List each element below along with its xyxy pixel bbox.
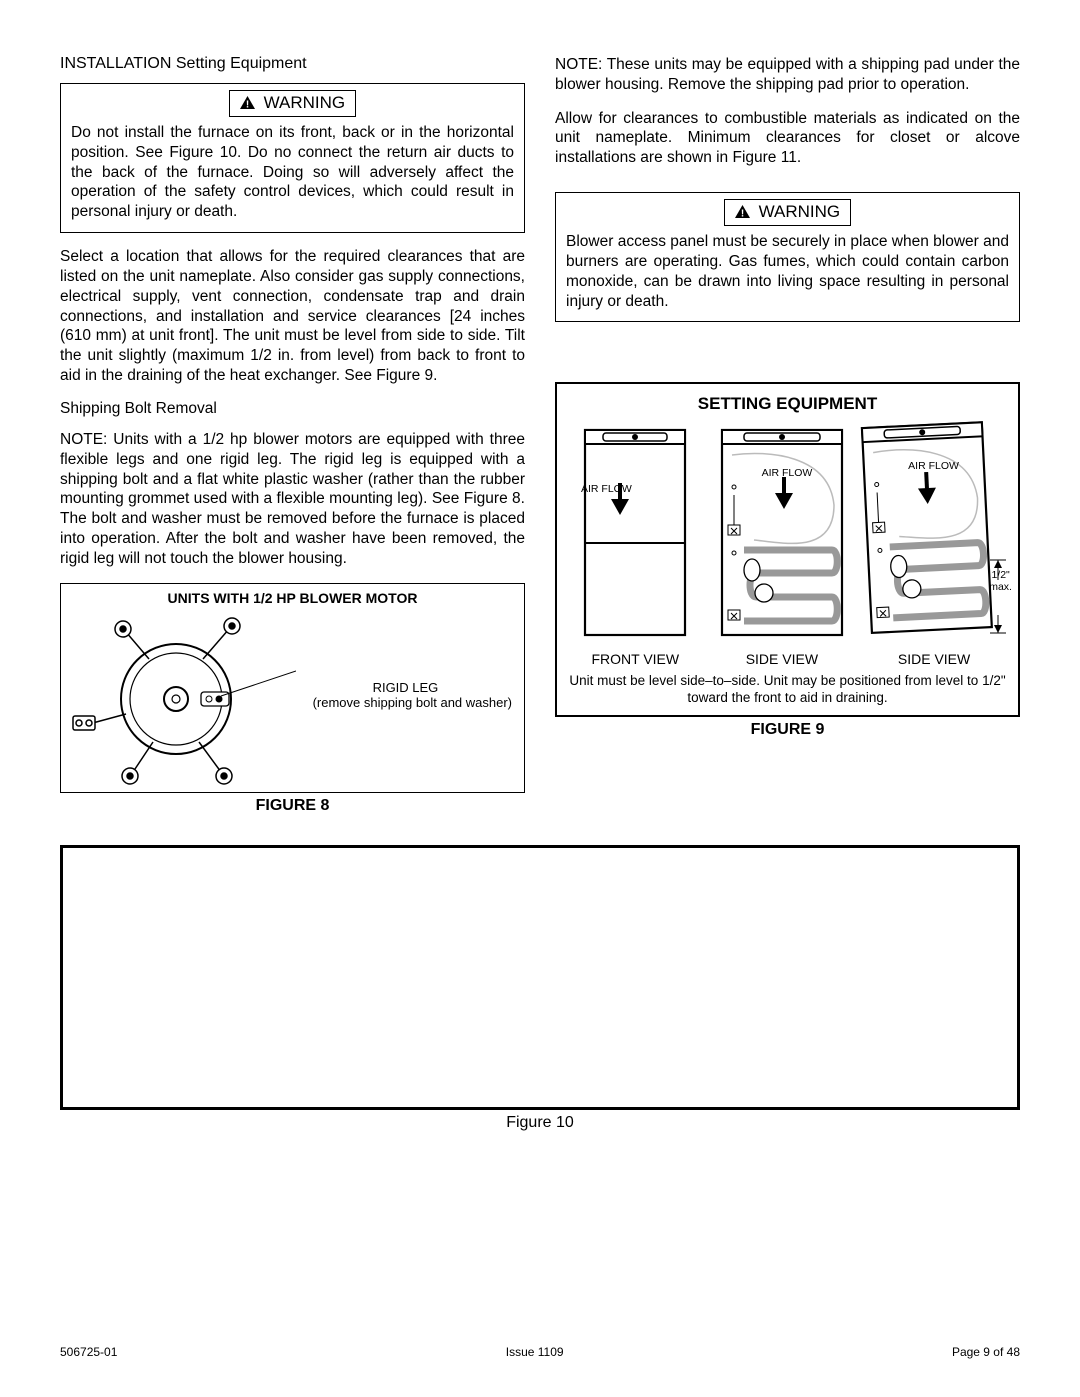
warning-icon: ! xyxy=(735,203,750,223)
para-shipping: NOTE: Units with a 1/2 hp blower motors … xyxy=(60,430,525,569)
svg-text:!: ! xyxy=(741,209,744,219)
figure-8-callout: RIGID LEG (remove shipping bolt and wash… xyxy=(313,680,512,711)
airflow-label: AIR FLOW xyxy=(581,483,632,495)
airflow-label: AIR FLOW xyxy=(908,460,959,472)
figure-8-box: UNITS WITH 1/2 HP BLOWER MOTOR xyxy=(60,583,525,793)
front-view-cell: AIR FLOW FRONT VIEW xyxy=(565,425,706,667)
figure-8-title: UNITS WITH 1/2 HP BLOWER MOTOR xyxy=(61,590,524,606)
rigid-leg-label: RIGID LEG xyxy=(313,680,512,696)
rigid-leg-note: (remove shipping bolt and washer) xyxy=(313,695,512,711)
sub-heading-shipping: Shipping Bolt Removal xyxy=(60,400,525,418)
figure-10-box xyxy=(60,845,1020,1110)
figure-10-caption: Figure 10 xyxy=(60,1114,1020,1132)
warning-text-2: Blower access panel must be securely in … xyxy=(556,230,1019,321)
blower-motor-diagram xyxy=(71,614,296,789)
left-column: INSTALLATION Setting Equipment ! WARNING… xyxy=(60,55,525,815)
para-location: Select a location that allows for the re… xyxy=(60,247,525,386)
para-clearances: Allow for clearances to combustible mate… xyxy=(555,109,1020,168)
warning-label: ! WARNING xyxy=(61,84,524,121)
front-view-diagram xyxy=(575,425,695,640)
side-view-label: SIDE VIEW xyxy=(712,651,853,667)
warning-box-2: ! WARNING Blower access panel must be se… xyxy=(555,192,1020,322)
warning-icon: ! xyxy=(240,94,255,114)
doc-number: 506725-01 xyxy=(60,1345,117,1359)
side-view-cell-1: AIR FLOW SIDE VIEW xyxy=(712,425,853,667)
section-heading: INSTALLATION Setting Equipment xyxy=(60,55,525,73)
svg-text:!: ! xyxy=(246,100,249,110)
warning-label-text: WARNING xyxy=(759,202,841,221)
para-note: NOTE: These units may be equipped with a… xyxy=(555,55,1020,95)
half-inch-label: 1/2"max. xyxy=(989,570,1012,593)
figure-9-note: Unit must be level side–to–side. Unit ma… xyxy=(565,673,1010,707)
warning-label-text: WARNING xyxy=(264,93,346,112)
figure-8-caption: FIGURE 8 xyxy=(60,797,525,815)
warning-text-1: Do not install the furnace on its front,… xyxy=(61,121,524,232)
side-view-diagram-2 xyxy=(859,420,1009,640)
issue-number: Issue 1109 xyxy=(506,1345,564,1359)
figure-9-heading: SETTING EQUIPMENT xyxy=(565,394,1010,414)
page-number: Page 9 of 48 xyxy=(952,1345,1020,1359)
side-view-label: SIDE VIEW xyxy=(858,651,1010,667)
airflow-label: AIR FLOW xyxy=(762,467,813,479)
front-view-label: FRONT VIEW xyxy=(565,651,706,667)
right-column: NOTE: These units may be equipped with a… xyxy=(555,55,1020,815)
warning-box-1: ! WARNING Do not install the furnace on … xyxy=(60,83,525,233)
page-footer: 506725-01 Issue 1109 Page 9 of 48 xyxy=(60,1345,1020,1359)
figure-9-box: SETTING EQUIPMENT xyxy=(555,382,1020,717)
figure-9-caption: FIGURE 9 xyxy=(555,721,1020,739)
side-view-diagram-1 xyxy=(714,425,849,640)
side-view-cell-2: AIR FLOW 1/2"max. SIDE VIEW xyxy=(858,420,1010,667)
warning-label: ! WARNING xyxy=(556,193,1019,230)
